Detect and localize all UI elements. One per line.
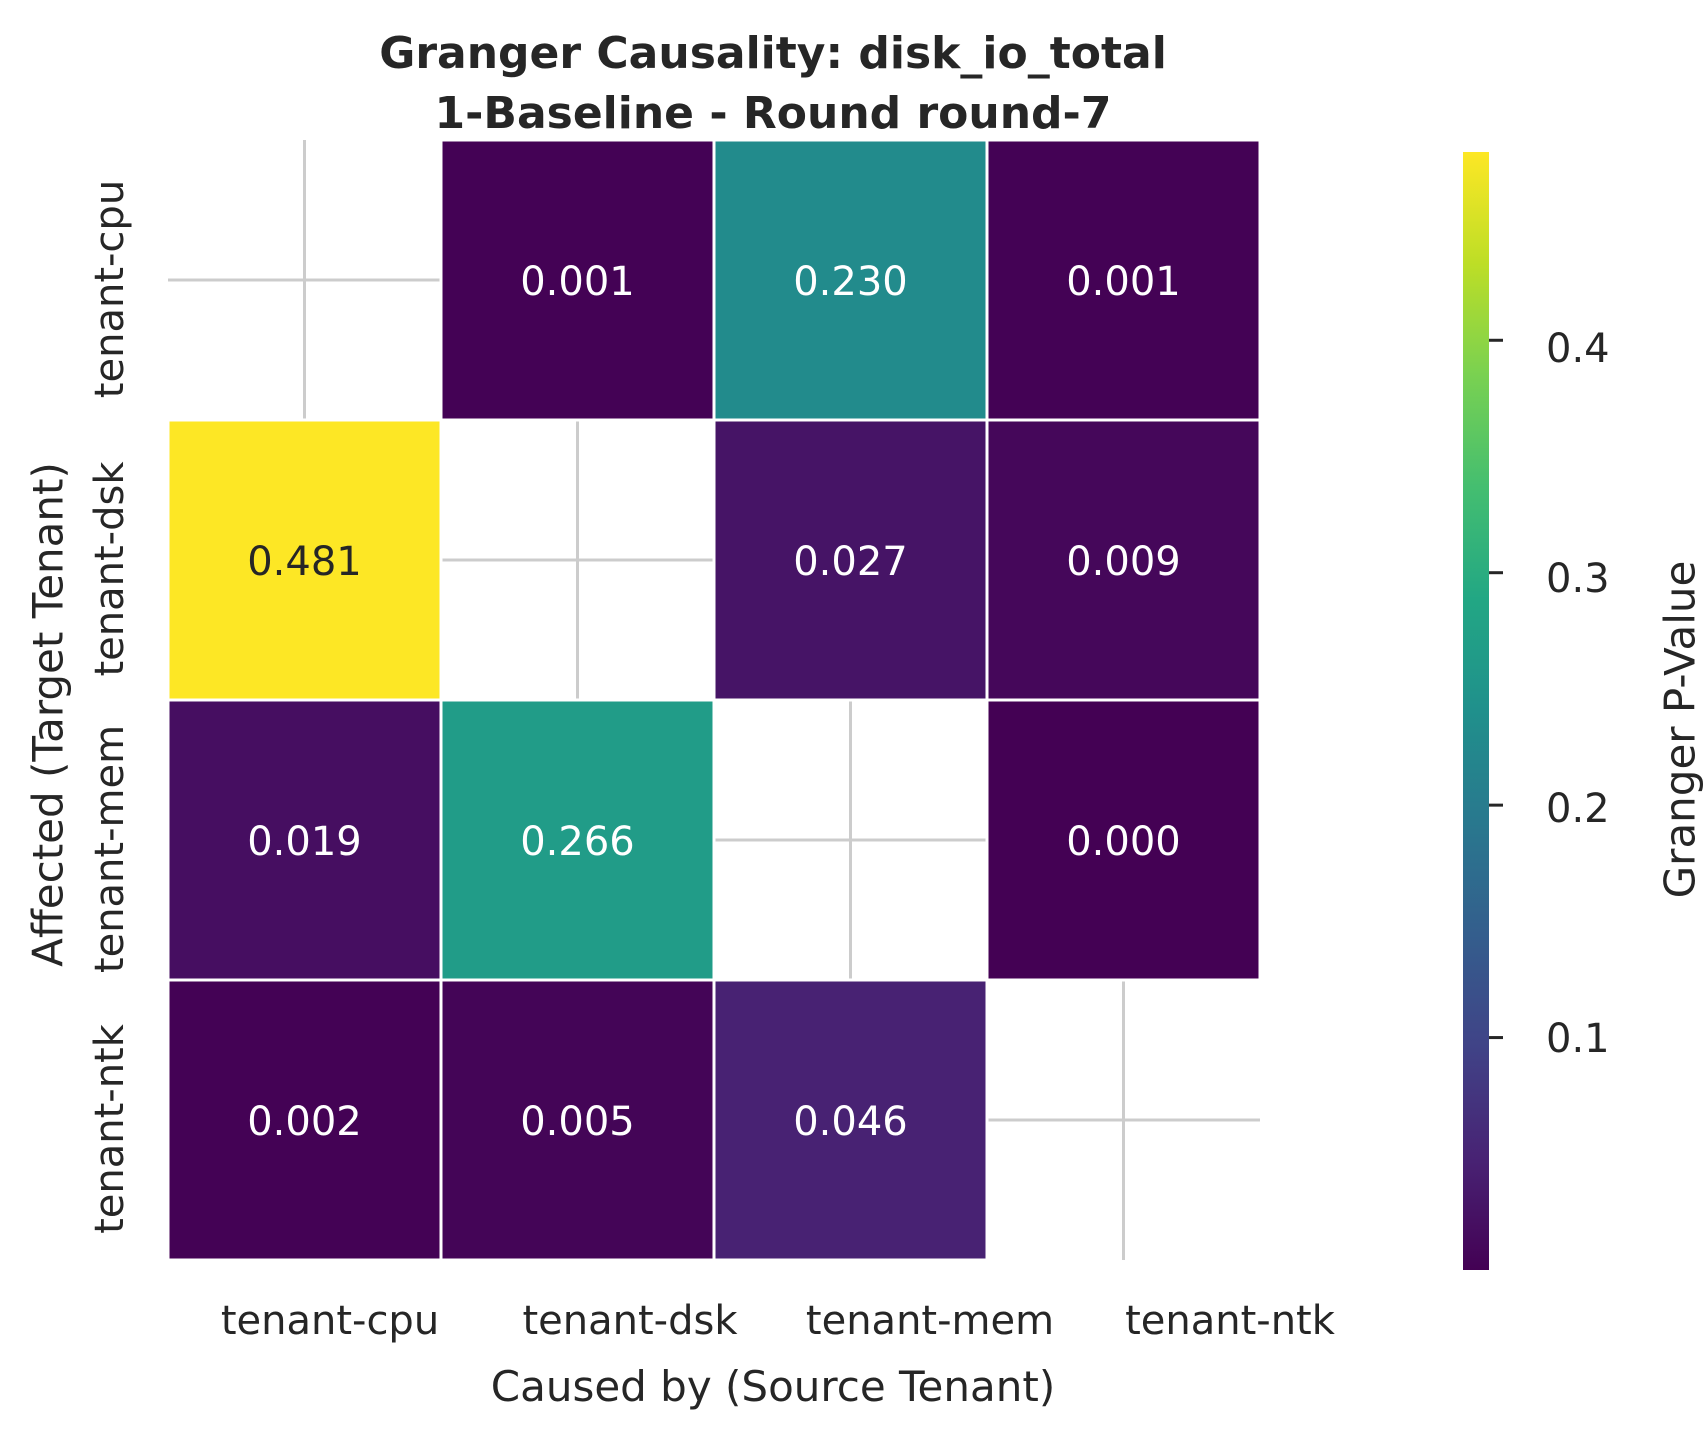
cell-value-label: 0.481: [247, 539, 362, 585]
heatmap-cell: [166, 978, 443, 1262]
cell-value-label: 0.230: [793, 259, 908, 305]
colorbar-tick-label: 0.1: [1546, 1016, 1610, 1062]
y-axis-label: Affected (Target Tenant): [23, 462, 73, 967]
cell-value-label: 0.002: [247, 1099, 362, 1145]
chart-title: Granger Causality: disk_io_total: [379, 28, 1167, 79]
cell-value-label: 0.000: [1066, 819, 1181, 865]
cell-value-label: 0.027: [793, 539, 908, 585]
y-tick-label: tenant-mem: [87, 724, 133, 974]
colorbar: [1463, 152, 1489, 1270]
y-tick-label: tenant-cpu: [87, 179, 133, 399]
heatmap-cell: [166, 418, 443, 702]
x-tick-label: tenant-cpu: [220, 1298, 440, 1344]
cell-value-label: 0.266: [520, 819, 635, 865]
colorbar-tick-label: 0.2: [1546, 786, 1610, 832]
cell-value-label: 0.001: [1066, 259, 1181, 305]
cell-value-label: 0.046: [793, 1099, 908, 1145]
cell-value-label: 0.009: [1066, 539, 1181, 585]
heatmap-cell: [712, 418, 989, 702]
heatmap-cell: [439, 698, 716, 982]
y-tick-label: tenant-ntk: [87, 1024, 133, 1234]
x-axis-label: Caused by (Source Tenant): [490, 1362, 1056, 1411]
heatmap-cell: [985, 418, 1262, 702]
cell-value-label: 0.019: [247, 819, 362, 865]
heatmap-cell: [985, 138, 1262, 422]
x-tick-label: tenant-mem: [805, 1298, 1055, 1344]
heatmap-cell: [712, 978, 989, 1262]
y-tick-label: tenant-dsk: [87, 461, 133, 677]
heatmap-cell: [439, 978, 716, 1262]
colorbar-tick-label: 0.4: [1546, 326, 1610, 372]
colorbar-tick-label: 0.3: [1546, 556, 1610, 602]
cell-value-label: 0.001: [520, 259, 635, 305]
heatmap-cell: [985, 698, 1262, 982]
x-tick-label: tenant-ntk: [1125, 1298, 1335, 1344]
x-tick-label: tenant-dsk: [522, 1298, 738, 1344]
heatmap-cell: [166, 698, 443, 982]
colorbar-label: Granger P-Value: [1655, 560, 1705, 899]
heatmap-cells: 0.001 0.230 0.001 0.481 0.027 0.009 0.019 0.266…: [166, 138, 1262, 1262]
chart-subtitle: 1-Baseline - Round round-7: [434, 88, 1112, 139]
cell-value-label: 0.005: [520, 1099, 635, 1145]
